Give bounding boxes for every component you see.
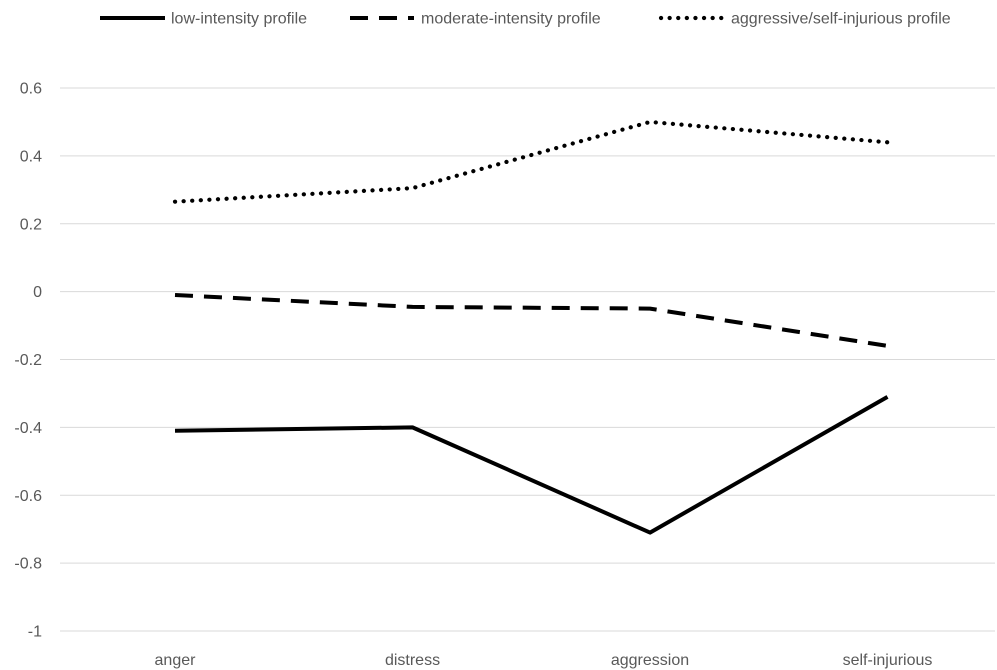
x-tick-label: self-injurious — [843, 652, 933, 669]
x-tick-label: distress — [385, 652, 440, 669]
legend: low-intensity profile moderate-intensity … — [100, 11, 951, 28]
y-tick-label: -0.4 — [14, 420, 42, 437]
series-line-2 — [174, 293, 888, 348]
y-tick-label: 0.2 — [20, 216, 42, 233]
legend-label-2: moderate-intensity profile — [421, 11, 601, 28]
y-tick-label: -0.2 — [14, 352, 42, 369]
x-tick-label: anger — [155, 652, 197, 669]
legend-label-1: low-intensity profile — [171, 11, 307, 28]
legend-label-3: aggressive/self-injurious profile — [731, 11, 951, 28]
y-axis-tick-labels: 0.6 0.4 0.2 0 -0.2 -0.4 -0.6 -0.8 -1 — [14, 81, 42, 641]
series-line-3 — [172, 119, 890, 204]
x-tick-label: aggression — [611, 652, 689, 669]
gridlines — [60, 87, 995, 632]
y-tick-label: 0.4 — [20, 148, 42, 165]
y-tick-label: -0.8 — [14, 556, 42, 573]
series-lines — [172, 119, 890, 535]
y-tick-label: 0.6 — [20, 81, 42, 98]
y-tick-label: 0 — [33, 284, 42, 301]
x-axis-tick-labels: anger distress aggression self-injurious — [155, 652, 933, 669]
y-tick-label: -0.6 — [14, 488, 42, 505]
series-line-1 — [174, 395, 889, 535]
y-tick-label: -1 — [28, 624, 42, 641]
